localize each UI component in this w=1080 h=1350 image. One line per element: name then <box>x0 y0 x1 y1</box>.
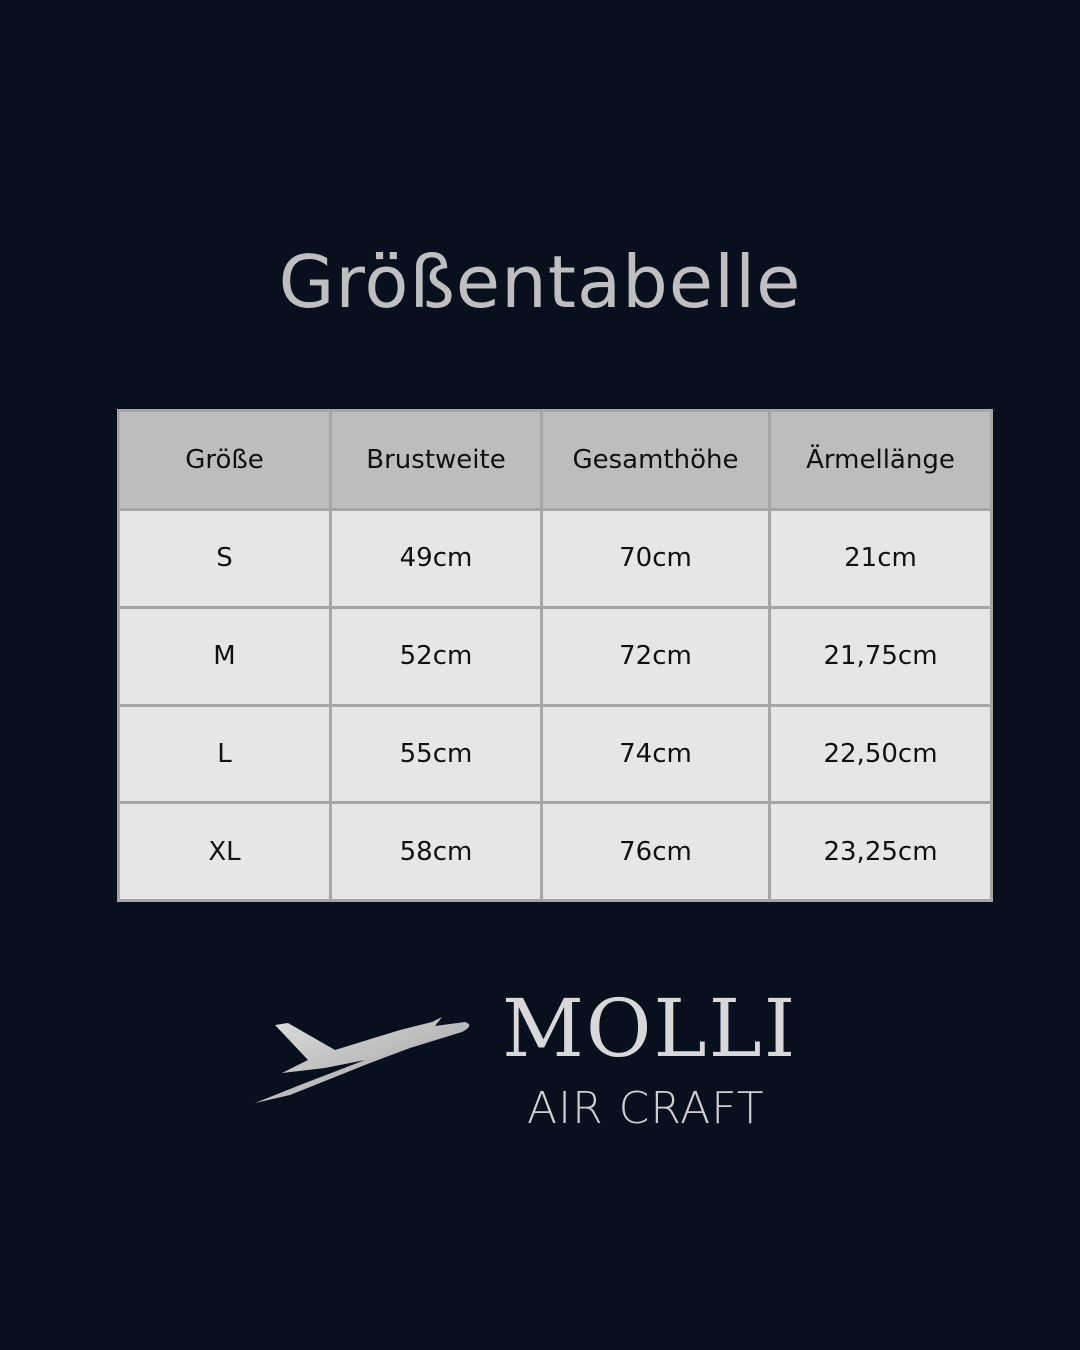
cell-sleeve: 21,75cm <box>768 605 993 707</box>
cell-size: L <box>117 703 332 805</box>
page-title: Größentabelle <box>278 240 802 324</box>
cell-chest: 52cm <box>329 605 543 707</box>
cell-length: 76cm <box>540 801 771 902</box>
cell-size: XL <box>117 801 332 902</box>
header-sleeve: Ärmellänge <box>768 409 993 511</box>
table-row: S 49cm 70cm 21cm <box>117 508 993 609</box>
table-row: L 55cm 74cm 22,50cm <box>117 703 993 805</box>
header-chest: Brustweite <box>329 409 543 511</box>
cell-sleeve: 23,25cm <box>768 801 993 902</box>
airplane-icon <box>255 1017 470 1103</box>
cell-chest: 49cm <box>329 508 543 609</box>
cell-sleeve: 22,50cm <box>768 703 993 805</box>
brand-subtitle: AIR CRAFT <box>527 1083 765 1134</box>
table-row: M 52cm 72cm 21,75cm <box>117 605 993 707</box>
header-size: Größe <box>117 409 332 511</box>
brand-logo: MOLLI AIR CRAFT <box>250 989 840 1140</box>
cell-length: 70cm <box>540 508 771 609</box>
cell-size: M <box>117 605 332 707</box>
header-length: Gesamthöhe <box>540 409 771 511</box>
cell-chest: 55cm <box>329 703 543 805</box>
cell-length: 74cm <box>540 703 771 805</box>
brand-name: MOLLI <box>502 982 798 1075</box>
cell-sleeve: 21cm <box>768 508 993 609</box>
size-table: Größe Brustweite Gesamthöhe Ärmellänge S… <box>117 409 993 902</box>
table-row: XL 58cm 76cm 23,25cm <box>117 801 993 902</box>
cell-size: S <box>117 508 332 609</box>
table-header-row: Größe Brustweite Gesamthöhe Ärmellänge <box>117 409 993 511</box>
cell-length: 72cm <box>540 605 771 707</box>
cell-chest: 58cm <box>329 801 543 902</box>
